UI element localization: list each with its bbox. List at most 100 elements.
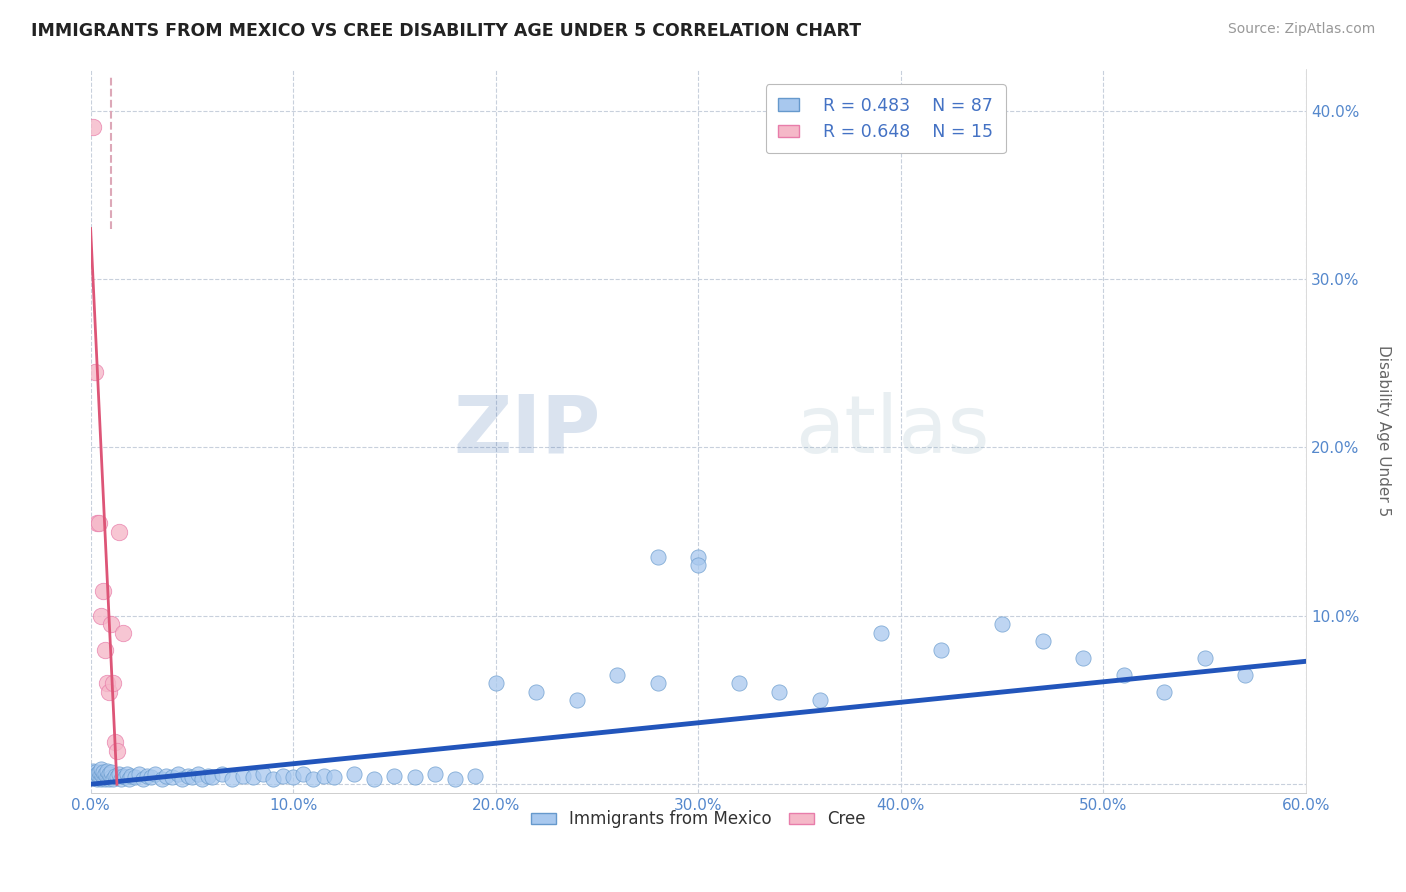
Point xyxy=(86,772,108,787)
Point xyxy=(1194,651,1216,665)
Text: Source: ZipAtlas.com: Source: ZipAtlas.com xyxy=(1227,22,1375,37)
Point xyxy=(91,583,114,598)
Legend: Immigrants from Mexico, Cree: Immigrants from Mexico, Cree xyxy=(524,804,872,835)
Point xyxy=(105,743,128,757)
Point xyxy=(108,767,131,781)
Point xyxy=(343,767,366,781)
Point xyxy=(101,772,124,787)
Point xyxy=(1112,667,1135,681)
Point xyxy=(727,676,749,690)
Point xyxy=(132,772,155,787)
Point xyxy=(201,771,224,785)
Point xyxy=(96,676,118,690)
Point xyxy=(524,684,547,698)
Point xyxy=(91,765,114,780)
Point xyxy=(105,771,128,785)
Point xyxy=(606,667,628,681)
Point xyxy=(242,771,264,785)
Point xyxy=(180,771,202,785)
Text: atlas: atlas xyxy=(796,392,990,469)
Point xyxy=(221,772,243,787)
Point xyxy=(302,772,325,787)
Point xyxy=(104,735,127,749)
Point xyxy=(145,767,167,781)
Point xyxy=(262,772,284,787)
Point xyxy=(991,617,1014,632)
Point xyxy=(191,772,214,787)
Point xyxy=(211,767,233,781)
Point xyxy=(108,524,131,539)
Point xyxy=(90,772,112,787)
Point xyxy=(150,772,173,787)
Point xyxy=(87,516,110,531)
Point xyxy=(283,771,305,785)
Point xyxy=(90,608,112,623)
Point xyxy=(292,767,315,781)
Point xyxy=(97,767,120,781)
Point xyxy=(166,767,188,781)
Point xyxy=(97,684,120,698)
Point xyxy=(647,676,669,690)
Point xyxy=(252,767,274,781)
Point xyxy=(100,771,122,785)
Point xyxy=(1032,634,1054,648)
Point xyxy=(187,767,209,781)
Point xyxy=(464,769,486,783)
Point xyxy=(104,769,127,783)
Point xyxy=(128,767,150,781)
Point xyxy=(100,617,122,632)
Point xyxy=(120,769,142,783)
Point xyxy=(160,771,183,785)
Point xyxy=(271,769,294,783)
Point xyxy=(110,772,132,787)
Point xyxy=(384,769,406,783)
Point xyxy=(94,767,117,781)
Point xyxy=(231,769,253,783)
Point xyxy=(118,772,141,787)
Point xyxy=(565,693,588,707)
Point xyxy=(86,767,108,781)
Point xyxy=(94,772,117,787)
Point xyxy=(688,549,710,564)
Point xyxy=(82,764,104,778)
Point xyxy=(931,642,953,657)
Point xyxy=(312,769,335,783)
Point xyxy=(444,772,467,787)
Point xyxy=(86,516,108,531)
Point xyxy=(91,771,114,785)
Point xyxy=(83,365,105,379)
Point xyxy=(96,771,118,785)
Point xyxy=(1234,667,1257,681)
Point xyxy=(485,676,508,690)
Point xyxy=(197,769,219,783)
Point xyxy=(96,764,118,778)
Point xyxy=(768,684,790,698)
Text: IMMIGRANTS FROM MEXICO VS CREE DISABILITY AGE UNDER 5 CORRELATION CHART: IMMIGRANTS FROM MEXICO VS CREE DISABILIT… xyxy=(31,22,860,40)
Text: ZIP: ZIP xyxy=(454,392,602,469)
Point xyxy=(94,642,117,657)
Point xyxy=(111,625,134,640)
Point xyxy=(141,771,163,785)
Point xyxy=(87,771,110,785)
Point xyxy=(83,765,105,780)
Point xyxy=(177,769,200,783)
Point xyxy=(322,771,344,785)
Point xyxy=(363,772,385,787)
Point xyxy=(101,676,124,690)
Point xyxy=(423,767,446,781)
Point xyxy=(83,771,105,785)
Point xyxy=(808,693,831,707)
Point xyxy=(647,549,669,564)
Point xyxy=(82,120,104,135)
Point xyxy=(1153,684,1175,698)
Point xyxy=(869,625,891,640)
Point xyxy=(155,769,177,783)
Point xyxy=(111,769,134,783)
Point xyxy=(170,772,193,787)
Point xyxy=(114,771,136,785)
Point xyxy=(136,769,159,783)
Point xyxy=(82,769,104,783)
Point xyxy=(404,771,426,785)
Point xyxy=(90,762,112,776)
Point xyxy=(124,771,146,785)
